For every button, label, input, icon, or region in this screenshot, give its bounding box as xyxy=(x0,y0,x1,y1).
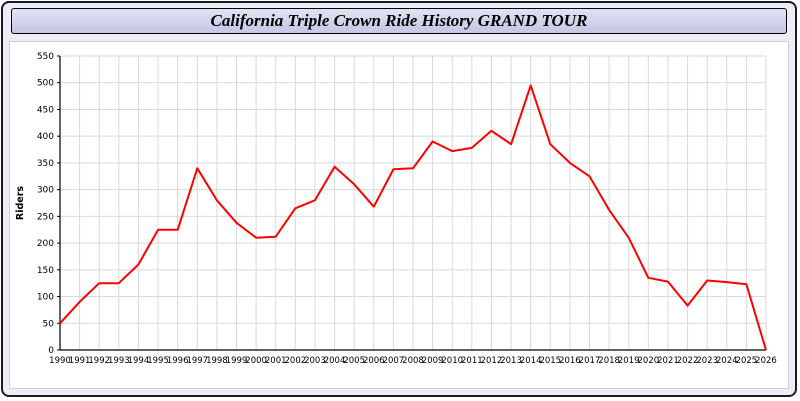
y-tick-label: 500 xyxy=(37,79,54,89)
x-tick-label: 2005 xyxy=(343,356,365,366)
x-tick-label: 2021 xyxy=(657,356,679,366)
x-tick-label: 2018 xyxy=(598,356,620,366)
x-tick-label: 2007 xyxy=(383,356,405,366)
y-tick-label: 100 xyxy=(37,293,54,303)
x-tick-label: 2003 xyxy=(304,356,326,366)
x-tick-label: 2001 xyxy=(265,356,287,366)
riders-line-chart: 1990199119921993199419951996199719981999… xyxy=(15,52,777,366)
x-tick-label: 2008 xyxy=(402,356,424,366)
x-tick-label: 2016 xyxy=(559,356,581,366)
x-tick-label: 1997 xyxy=(186,356,208,366)
x-tick-label: 1992 xyxy=(88,356,110,366)
x-tick-label: 1999 xyxy=(226,356,248,366)
x-tick-label: 2015 xyxy=(539,356,561,366)
x-tick-label: 2022 xyxy=(677,356,699,366)
x-tick-label: 1993 xyxy=(108,356,130,366)
x-tick-label: 2023 xyxy=(696,356,718,366)
x-tick-label: 2002 xyxy=(285,356,307,366)
x-tick-label: 2017 xyxy=(579,356,601,366)
x-tick-label: 2006 xyxy=(363,356,385,366)
x-tick-label: 1998 xyxy=(206,356,228,366)
y-tick-label: 400 xyxy=(37,132,54,142)
x-tick-label: 2026 xyxy=(755,356,777,366)
x-tick-label: 1990 xyxy=(49,356,71,366)
y-tick-label: 0 xyxy=(48,346,54,356)
x-tick-label: 2000 xyxy=(245,356,267,366)
x-tick-label: 1996 xyxy=(167,356,189,366)
chart-panel: 1990 1991 1992 1993 1994 1995 1996 1997 1998 1999… xyxy=(9,41,789,389)
y-axis-title: Riders xyxy=(15,186,26,221)
x-tick-label: 2019 xyxy=(618,356,640,366)
y-tick-label: 300 xyxy=(37,186,54,196)
x-tick-label: 1995 xyxy=(147,356,169,366)
x-tick-label: 1991 xyxy=(69,356,91,366)
chart-title-bar: California Triple Crown Ride History GRA… xyxy=(11,8,787,34)
x-tick-label: 1994 xyxy=(128,356,150,366)
x-tick-label: 2011 xyxy=(461,356,483,366)
y-tick-label: 450 xyxy=(37,105,54,115)
x-tick-label: 2004 xyxy=(324,356,346,366)
chart-title: California Triple Crown Ride History GRA… xyxy=(210,11,588,30)
y-tick-label: 200 xyxy=(37,239,54,249)
riders-series-line xyxy=(59,84,767,351)
x-tick-label: 2010 xyxy=(441,356,463,366)
x-tick-label: 2009 xyxy=(422,356,444,366)
x-tick-label: 2013 xyxy=(500,356,522,366)
x-tick-label: 2024 xyxy=(716,356,738,366)
x-tick-label: 2014 xyxy=(520,356,542,366)
y-tick-label: 150 xyxy=(37,266,54,276)
x-tick-label: 2012 xyxy=(481,356,503,366)
x-tick-label: 2020 xyxy=(638,356,660,366)
x-tick-label: 2025 xyxy=(736,356,758,366)
y-tick-label: 550 xyxy=(37,52,54,62)
y-tick-label: 250 xyxy=(37,212,54,222)
y-tick-label: 350 xyxy=(37,159,54,169)
y-tick-label: 50 xyxy=(43,319,55,329)
